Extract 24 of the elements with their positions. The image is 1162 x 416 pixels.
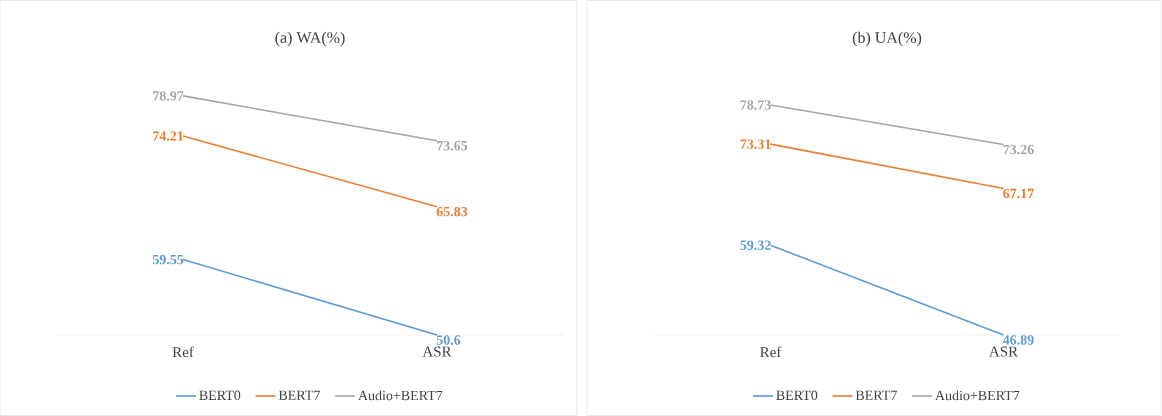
legend-label: Audio+BERT7 xyxy=(935,390,1020,401)
chart-title: (b) UA(%) xyxy=(852,31,922,47)
legend-label: BERT7 xyxy=(855,390,897,400)
data-label: 59.32 xyxy=(740,240,771,250)
data-label: 78.73 xyxy=(740,100,771,110)
data-label: 50.6 xyxy=(436,335,461,345)
data-label: 74.21 xyxy=(153,131,184,141)
data-label: 46.89 xyxy=(1002,335,1034,345)
x-tick-label: ASR xyxy=(422,346,452,357)
data-label: 78.97 xyxy=(153,91,184,101)
x-tick-label: Ref xyxy=(172,346,194,358)
chart-title: (a) WA(%) xyxy=(275,31,345,47)
data-label: 65.83 xyxy=(436,206,468,217)
legend-label: Audio+BERT7 xyxy=(358,390,443,401)
x-tick-label: ASR xyxy=(989,346,1019,357)
data-label: 67.17 xyxy=(1003,188,1034,199)
x-tick-label: Ref xyxy=(760,346,782,358)
data-label: 73.65 xyxy=(437,141,468,151)
legend-label: BERT0 xyxy=(776,390,818,401)
legend-label: BERT0 xyxy=(199,390,241,401)
data-label: 73.26 xyxy=(1003,144,1034,155)
data-label: 59.55 xyxy=(152,254,184,265)
legend-label: BERT7 xyxy=(278,390,320,400)
data-label: 73.31 xyxy=(740,139,771,149)
